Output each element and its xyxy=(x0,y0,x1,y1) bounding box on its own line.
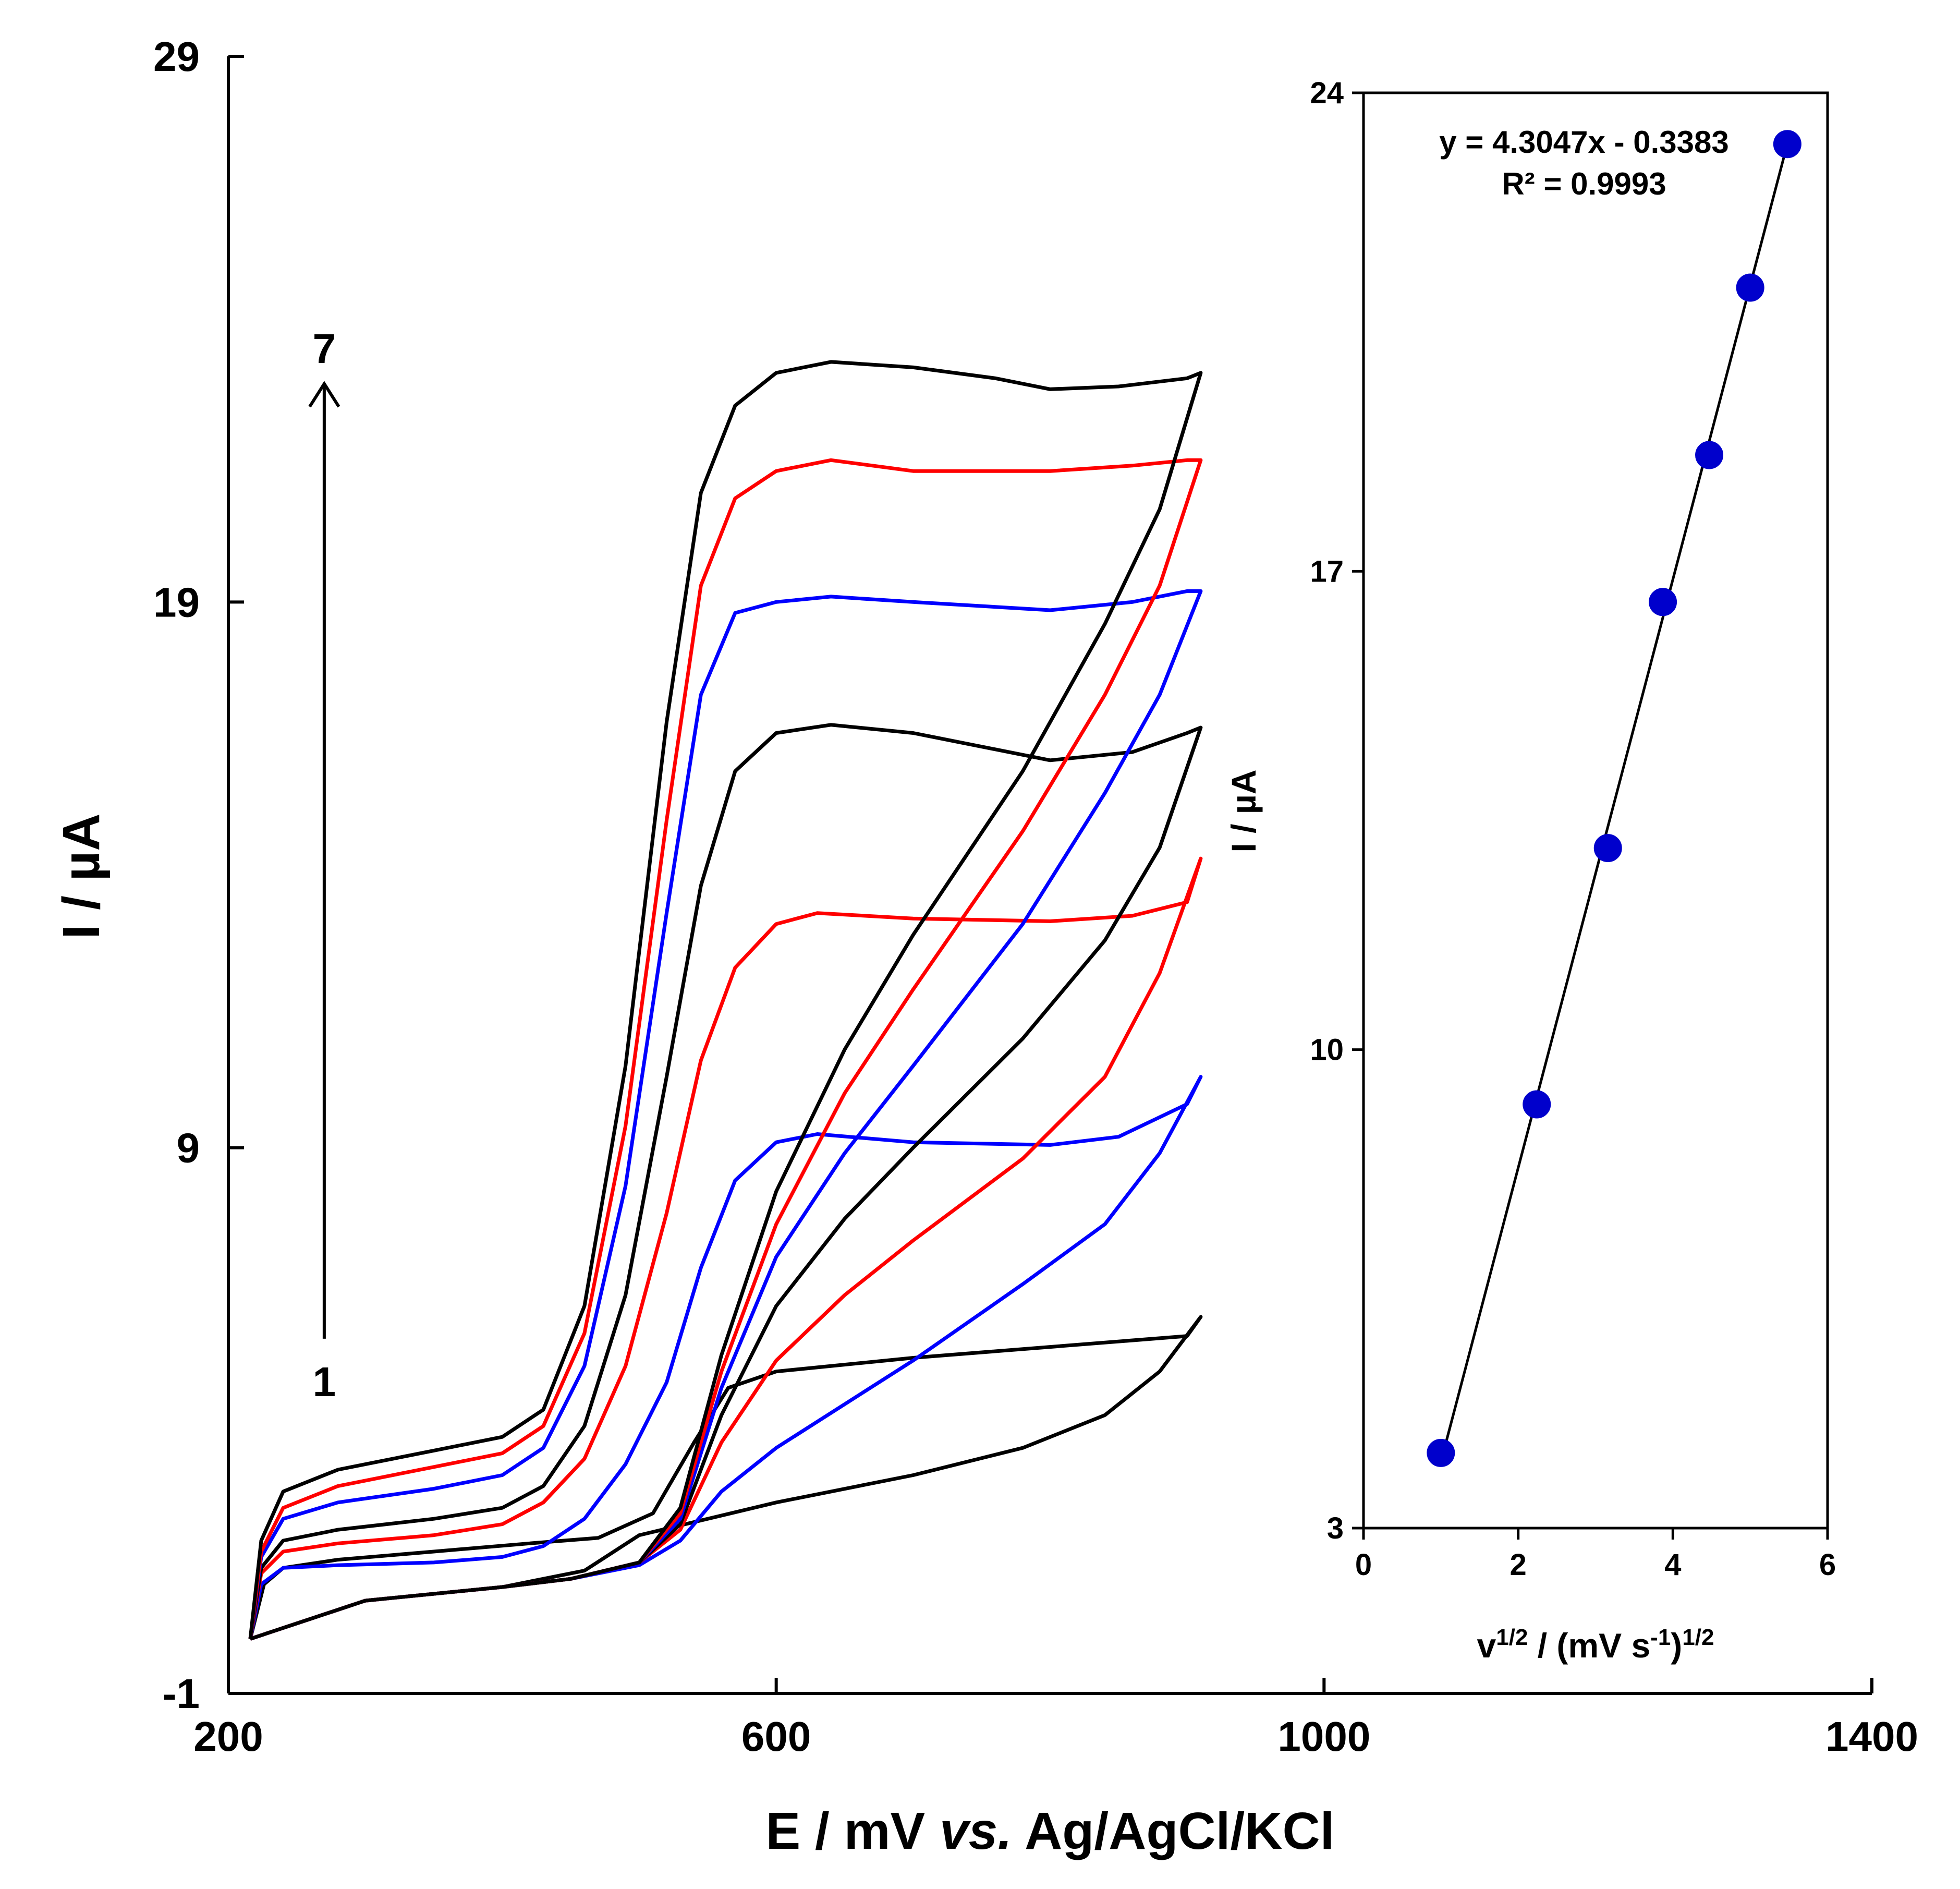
cv-curve-4 xyxy=(248,723,1203,1641)
inset-y-tick-label: 17 xyxy=(1310,554,1344,588)
inset-fit-line xyxy=(1439,143,1789,1462)
arrow-start-label: 1 xyxy=(313,1359,336,1405)
inset-x-tick-label: 6 xyxy=(1819,1548,1836,1582)
inset-points xyxy=(1427,130,1801,1467)
main-x-tick-label: 1000 xyxy=(1277,1713,1370,1760)
cv-curve-1 xyxy=(248,1315,1203,1641)
main-y-tick-label: 19 xyxy=(153,579,200,625)
inset-x-tick-label: 2 xyxy=(1510,1548,1527,1582)
data-point xyxy=(1523,1090,1551,1119)
cv-curve-5 xyxy=(248,589,1203,1641)
data-point xyxy=(1427,1438,1455,1467)
fit-r-squared: R² = 0.9993 xyxy=(1502,166,1666,201)
main-y-tick-label: 9 xyxy=(177,1125,200,1171)
main-x-tick-label: 1400 xyxy=(1825,1713,1918,1760)
main-x-tick-label: 600 xyxy=(741,1713,811,1760)
arrow-head xyxy=(308,381,340,408)
data-point xyxy=(1695,441,1724,469)
cv-curve-2 xyxy=(248,1075,1203,1641)
inset-x-tick-label: 0 xyxy=(1355,1548,1372,1582)
inset-x-tick-label: 4 xyxy=(1664,1548,1681,1582)
inset-y-tick-label: 24 xyxy=(1310,76,1344,110)
inset-y-axis-title: I / µA xyxy=(1224,769,1263,852)
fit-equation: y = 4.3047x - 0.3383 xyxy=(1439,125,1728,160)
arrow-end-label: 7 xyxy=(313,325,336,372)
inset-y-tick-label: 3 xyxy=(1327,1511,1344,1545)
inset-y-tick-label: 10 xyxy=(1310,1033,1344,1067)
inset-frame xyxy=(1362,91,1829,1530)
cv-curve-3 xyxy=(248,856,1203,1641)
scan-rate-arrow: 71 xyxy=(308,325,340,1405)
main-y-tick-label: 29 xyxy=(153,33,200,80)
data-point xyxy=(1773,130,1801,159)
cv-curve-6 xyxy=(248,458,1203,1641)
data-point xyxy=(1736,273,1764,302)
main-y-axis-title: I / µA xyxy=(52,814,111,939)
cv-curve-7 xyxy=(248,360,1203,1641)
main-x-tick-label: 200 xyxy=(193,1713,263,1760)
data-point xyxy=(1649,588,1677,616)
data-point xyxy=(1593,834,1622,863)
main-x-axis-title: E / mV vs. Ag/AgCl/KCl xyxy=(766,1802,1335,1860)
main-y-tick-label: -1 xyxy=(163,1670,200,1717)
main-ticks: 200 600 1000 1400 -1 9 19 29 xyxy=(153,33,1918,1760)
inset-x-axis-title: v1/2 / (mV s-1)1/2 xyxy=(1477,1625,1714,1665)
main-curves xyxy=(248,360,1203,1641)
